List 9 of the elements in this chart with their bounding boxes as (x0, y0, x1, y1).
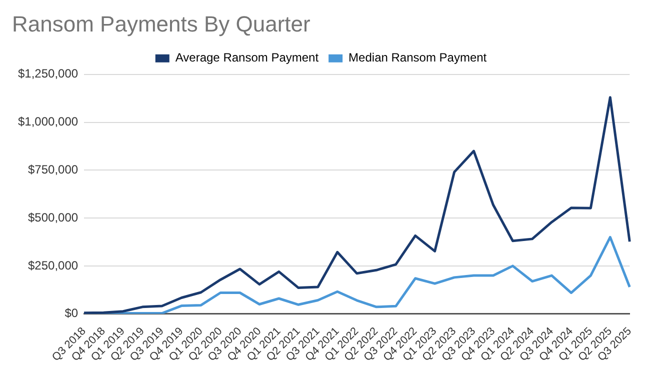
y-tick-label: $1,250,000 (18, 66, 78, 81)
y-tick-label: $750,000 (28, 162, 78, 176)
y-tick-label: $1,000,000 (18, 114, 78, 129)
legend-label: Average Ransom Payment (175, 50, 320, 65)
y-tick-label: $0 (64, 306, 78, 320)
y-tick-label: $250,000 (28, 258, 78, 272)
y-tick-label: $500,000 (28, 210, 78, 224)
chart-title: Ransom Payments By Quarter (12, 11, 310, 36)
legend-label: Median Ransom Payment (348, 50, 488, 65)
